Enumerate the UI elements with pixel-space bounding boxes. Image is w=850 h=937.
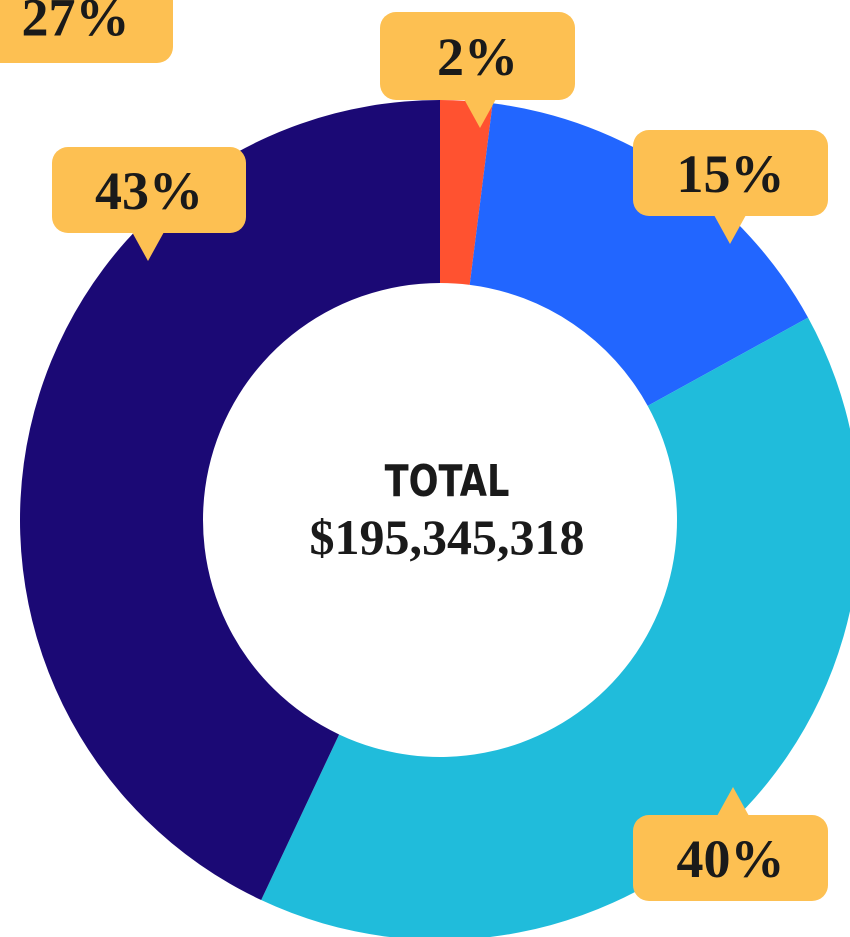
center-value: $195,345,318 [310,509,585,565]
slice [469,103,809,406]
callout-pointer [714,215,746,244]
callout-box [633,815,828,901]
value-label: 2% [437,27,518,87]
callout-box [633,130,828,216]
callout-pointer [464,99,496,128]
slice [19,100,441,901]
value-label: 40% [677,829,785,889]
center-title: TOTAL [385,456,510,507]
callout-box [0,0,173,63]
callout-box [380,12,575,100]
callout-pointer [717,787,749,816]
callouts: 2% 15% 40% 43% 27% [0,0,828,901]
callout-box [52,147,246,233]
slice [440,100,493,285]
annotation: 27% [22,0,130,48]
value-label: 43% [95,161,203,221]
slice [261,317,850,937]
callout-pointer [132,232,164,261]
value-label: 15% [677,144,785,204]
donut [19,100,850,937]
